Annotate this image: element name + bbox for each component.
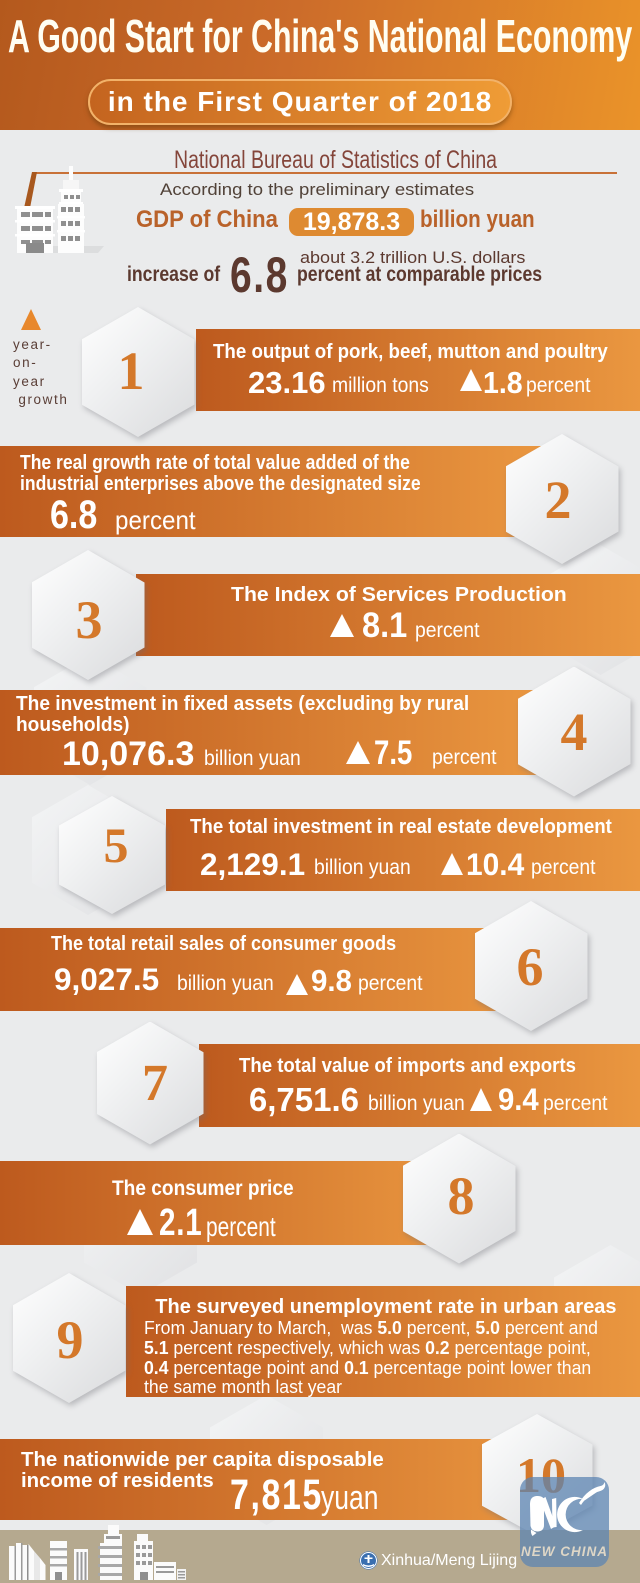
svg-text:NEW CHINA: NEW CHINA [521,1544,608,1559]
